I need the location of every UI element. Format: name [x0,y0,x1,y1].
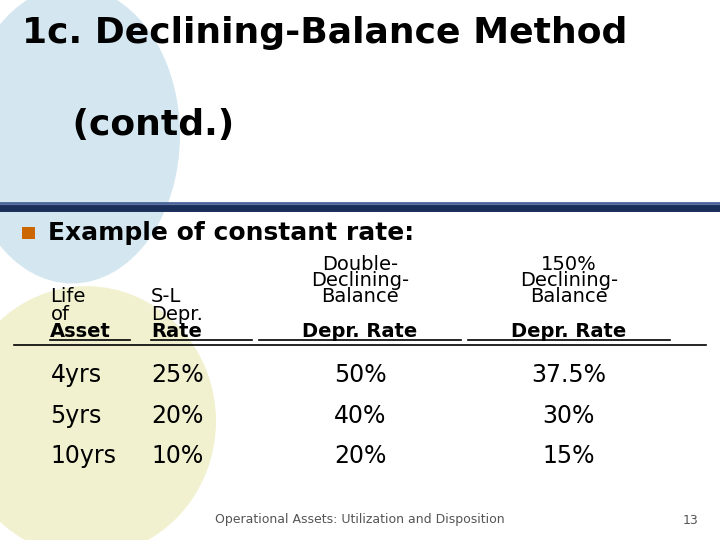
Text: Life: Life [50,287,86,307]
Text: 37.5%: 37.5% [531,363,606,387]
Text: Asset: Asset [50,322,112,341]
Text: 5yrs: 5yrs [50,404,102,428]
Ellipse shape [0,286,216,540]
Text: 1c. Declining-Balance Method: 1c. Declining-Balance Method [22,16,627,50]
Text: Rate: Rate [151,322,202,341]
Text: Double-: Double- [322,255,398,274]
Text: 20%: 20% [151,404,204,428]
Text: of: of [50,305,69,324]
Text: Declining-: Declining- [520,271,618,291]
Text: 150%: 150% [541,255,597,274]
Text: 13: 13 [683,514,698,526]
Text: (contd.): (contd.) [22,108,234,142]
Text: 15%: 15% [543,444,595,468]
Text: Depr. Rate: Depr. Rate [302,322,418,341]
Text: Balance: Balance [321,287,399,307]
Text: 25%: 25% [151,363,204,387]
Text: Balance: Balance [530,287,608,307]
Text: Operational Assets: Utilization and Disposition: Operational Assets: Utilization and Disp… [215,514,505,526]
Bar [22,227,35,239]
Text: S-L: S-L [151,287,181,307]
Text: 4yrs: 4yrs [50,363,102,387]
Text: Depr.: Depr. [151,305,203,324]
Text: Example of constant rate:: Example of constant rate: [48,221,414,245]
Text: 20%: 20% [334,444,386,468]
Ellipse shape [0,0,180,284]
Text: Declining-: Declining- [311,271,409,291]
Text: 30%: 30% [543,404,595,428]
Text: 10%: 10% [151,444,204,468]
Text: 50%: 50% [333,363,387,387]
Text: 10yrs: 10yrs [50,444,117,468]
Text: Depr. Rate: Depr. Rate [511,322,626,341]
Text: 40%: 40% [334,404,386,428]
